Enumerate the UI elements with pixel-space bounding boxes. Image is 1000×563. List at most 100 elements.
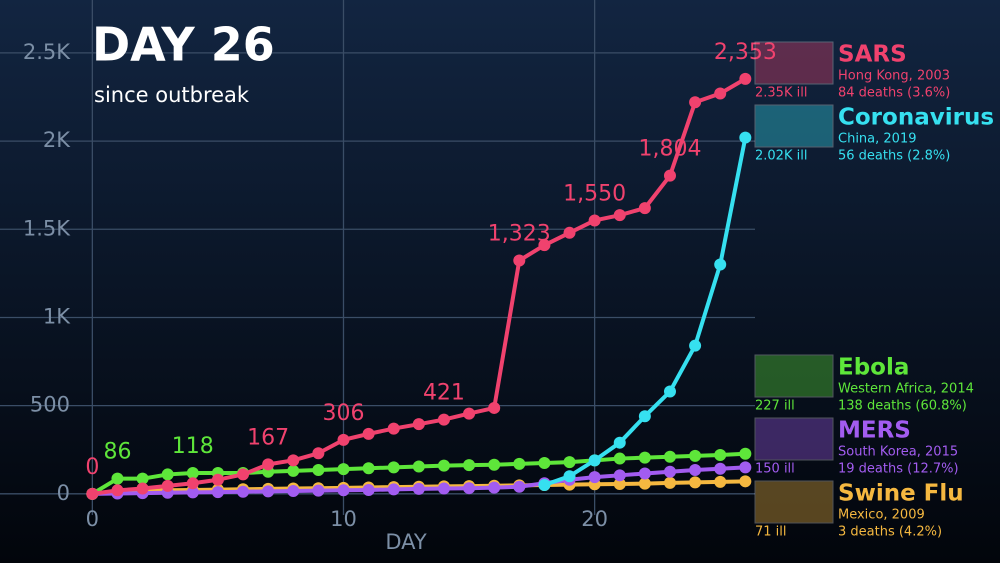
data-point [588,214,601,227]
data-point [186,477,199,490]
data-point [613,436,626,449]
chart-title: DAY 26 [92,18,275,72]
data-point [161,479,174,492]
value-label: 1,804 [638,137,701,162]
legend-ill: 150 ill [755,462,795,477]
data-point [362,427,375,440]
data-point [136,482,149,495]
data-point [437,482,450,495]
y-tick-label: 1.5K [23,216,71,240]
data-point [513,254,526,267]
legend-deaths: 138 deaths (60.8%) [838,399,967,414]
data-point [689,339,702,352]
data-point [538,239,551,252]
legend-deaths: 84 deaths (3.6%) [838,86,950,101]
data-point [237,485,250,498]
x-axis-label: DAY [385,530,427,554]
value-label: 167 [247,425,289,450]
value-label: 118 [172,434,214,459]
data-point [463,407,476,420]
data-point [563,226,576,239]
legend-deaths: 56 deaths (2.8%) [838,149,950,164]
legend-name: MERS [838,418,911,444]
data-point [739,475,752,488]
legend-place: South Korea, 2015 [838,445,958,460]
data-point [663,476,676,489]
value-label: 421 [423,381,465,406]
legend-thumbnail [754,104,834,148]
data-point [312,447,325,460]
value-label: 86 [103,440,131,465]
legend-ill: 2.35K ill [755,86,807,101]
data-point [739,447,752,460]
chart-subtitle: since outbreak [94,83,250,107]
data-point [387,483,400,496]
data-point [211,486,224,499]
data-point [161,468,174,481]
value-label: 2,353 [714,40,777,65]
data-point [638,467,651,480]
data-point [362,462,375,475]
data-point [714,462,727,475]
data-point [412,460,425,473]
data-point [237,468,250,481]
data-point [412,482,425,495]
data-point [86,487,99,500]
data-point [638,451,651,464]
data-point [437,459,450,472]
value-label: 1,323 [488,221,551,246]
data-point [262,485,275,498]
data-point [211,473,224,486]
data-point [337,433,350,446]
legend-ill: 71 ill [755,525,787,540]
data-point [111,484,124,497]
data-point [287,454,300,467]
data-point [663,450,676,463]
data-point [513,480,526,493]
data-point [613,209,626,222]
legend-name: SARS [838,42,907,68]
data-point [689,96,702,109]
data-point [488,401,501,414]
y-tick-label: 2K [43,128,71,152]
data-point [588,454,601,467]
data-point [663,385,676,398]
legend-thumbnail [754,354,834,398]
data-point [412,418,425,431]
value-label: 1,550 [563,181,626,206]
data-point [287,464,300,477]
legend-place: Hong Kong, 2003 [838,69,950,84]
data-point [513,457,526,470]
data-point [437,413,450,426]
data-point [638,410,651,423]
legend-place: China, 2019 [838,132,916,147]
x-tick-label: 20 [581,507,608,531]
data-point [663,169,676,182]
data-point [312,484,325,497]
data-point [312,464,325,477]
data-point [613,452,626,465]
legend-place: Mexico, 2009 [838,508,925,523]
data-point [663,465,676,478]
legend-place: Western Africa, 2014 [838,382,974,397]
data-point [186,486,199,499]
legend-thumbnail [754,480,834,524]
data-point [488,458,501,471]
data-point [638,202,651,215]
data-point [714,87,727,100]
data-point [714,475,727,488]
data-point [714,449,727,462]
data-point [488,481,501,494]
y-tick-label: 500 [30,393,70,417]
data-point [739,461,752,474]
data-point [186,467,199,480]
y-tick-label: 0 [57,481,70,505]
data-point [613,477,626,490]
data-point [739,131,752,144]
data-point [563,456,576,469]
data-point [337,463,350,476]
data-point [262,458,275,471]
legend-deaths: 3 deaths (4.2%) [838,525,942,540]
legend-ill: 227 ill [755,399,795,414]
